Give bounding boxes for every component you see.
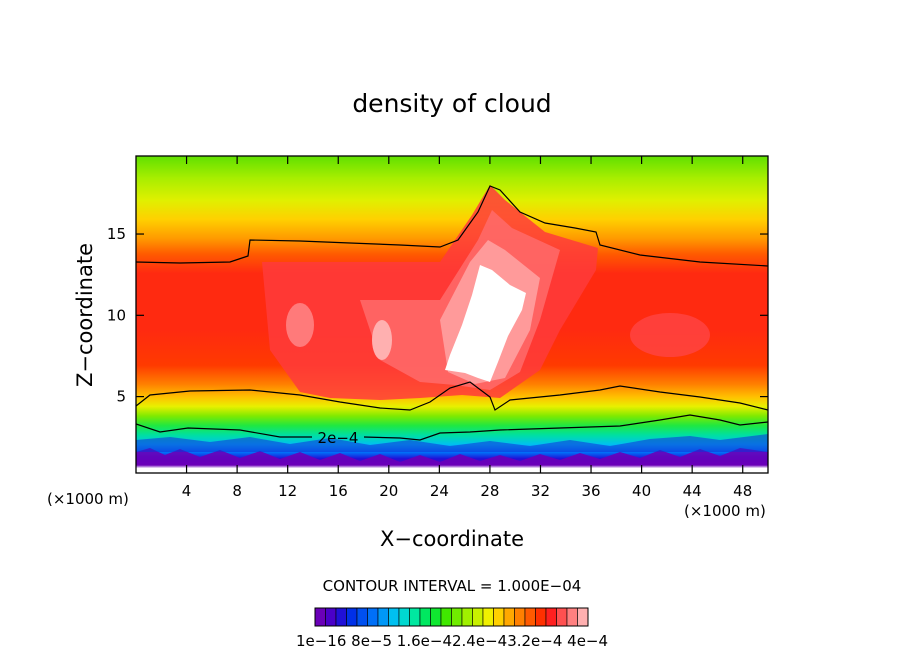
- colorbar-tick-labels: 1e−16 8e−5 1.6e−42.4e−43.2e−4 4e−4: [296, 632, 608, 650]
- colorbar-swatch: [556, 607, 568, 627]
- colorbar-swatch: [346, 607, 358, 627]
- colorbar-swatch: [314, 607, 326, 627]
- x-axis-units-left: (×1000 m): [47, 490, 129, 508]
- y-axis-ticks: 5 10 15: [107, 225, 768, 406]
- x-tick-label: 8: [232, 482, 242, 500]
- colorbar-swatch: [566, 607, 578, 627]
- low-band-blue: [136, 434, 768, 452]
- contour-lower: [136, 381, 768, 411]
- colorbar-swatch: [493, 607, 505, 627]
- x-tick-label: 12: [278, 482, 297, 500]
- colorbar-swatch: [482, 607, 494, 627]
- contour-label: 2e−4: [318, 429, 359, 447]
- contour-upper: [136, 185, 768, 267]
- colorbar-swatch: [335, 607, 347, 627]
- x-tick-label: 48: [733, 482, 752, 500]
- colorbar-swatch: [545, 607, 557, 627]
- contour-interval: CONTOUR INTERVAL = 1.000E−04: [323, 577, 582, 595]
- colorbar-swatch: [461, 607, 473, 627]
- chart-title: density of cloud: [352, 89, 551, 118]
- contour-2e-4: [136, 414, 768, 441]
- x-tick-label: 36: [581, 482, 600, 500]
- colorbar-swatch: [451, 607, 463, 627]
- x-tick-label: 28: [480, 482, 499, 500]
- colorbar-swatch: [409, 607, 421, 627]
- y-axis-label: Z−coordinate: [73, 243, 97, 387]
- x-axis-ticks: 4 8 12 16 20 24 28 32 36 40 44 48: [182, 156, 752, 500]
- light-patch-right: [630, 313, 710, 357]
- x-axis-label: X−coordinate: [380, 527, 524, 551]
- light-patch-left: [286, 303, 314, 347]
- plot-frame: [135, 155, 769, 474]
- colorbar-swatch: [325, 607, 337, 627]
- x-tick-label: 44: [683, 482, 702, 500]
- colorbar-swatch: [367, 607, 379, 627]
- low-band-noise: [136, 448, 768, 465]
- colorbar-swatch: [388, 607, 400, 627]
- y-tick-label: 15: [107, 225, 126, 243]
- colorbar-swatch: [472, 607, 484, 627]
- colorbar-swatch: [503, 607, 515, 627]
- colorbar: [314, 607, 589, 627]
- colorbar-swatch: [377, 607, 389, 627]
- colorbar-swatch: [524, 607, 536, 627]
- x-tick-label: 32: [531, 482, 550, 500]
- colorbar-swatch: [430, 607, 442, 627]
- y-tick-label: 5: [116, 388, 126, 406]
- colorbar-swatch: [440, 607, 452, 627]
- density-field: 2e−4: [136, 156, 768, 473]
- x-tick-label: 16: [329, 482, 348, 500]
- colorbar-swatch: [577, 607, 589, 627]
- white-core: [445, 265, 526, 382]
- light-patch-center: [372, 320, 392, 360]
- colorbar-swatch: [514, 607, 526, 627]
- x-tick-label: 24: [430, 482, 449, 500]
- colorbar-swatch: [535, 607, 547, 627]
- x-tick-label: 20: [379, 482, 398, 500]
- colorbar-swatch: [419, 607, 431, 627]
- x-tick-label: 40: [632, 482, 651, 500]
- colorbar-swatch: [356, 607, 368, 627]
- x-tick-label: 4: [182, 482, 192, 500]
- x-axis-units-right: (×1000 m): [684, 502, 766, 520]
- y-tick-label: 10: [107, 306, 126, 324]
- colorbar-swatch: [398, 607, 410, 627]
- colorbar-frame: [314, 607, 589, 627]
